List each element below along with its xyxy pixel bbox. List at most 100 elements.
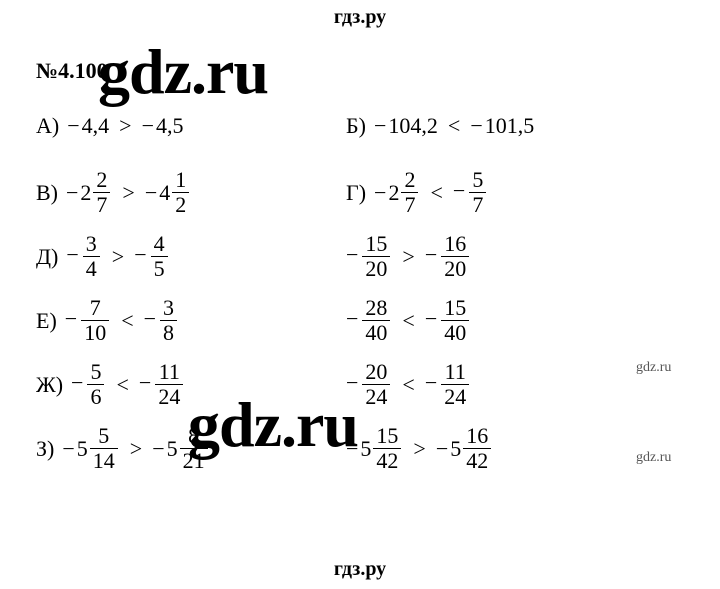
comparison-op: > [122,180,134,206]
lhs: − 5 15 42 [346,425,403,472]
rhs: − 5 16 42 [436,425,493,472]
rhs: − 5 8 21 [152,425,209,472]
content-row: В) − 2 2 7 > − 4 1 2 Г) − 2 2 7 < − 5 7 [36,169,684,216]
fraction-denominator: 20 [441,257,469,280]
fraction-denominator: 10 [81,321,109,344]
fraction-denominator: 42 [463,449,491,472]
minus-sign: − [152,436,164,461]
rhs: −4,5 [142,113,184,139]
fraction: 5 6 [87,361,104,408]
comparison-op: > [130,436,142,462]
minus-sign: − [67,113,79,138]
minus-sign: − [142,113,154,138]
decimal-value: 4,5 [156,113,184,138]
mixed-whole: 2 [388,180,399,206]
mixed-whole: 4 [159,180,170,206]
fraction-numerator: 15 [441,297,469,320]
fraction: 7 10 [81,297,109,344]
minus-sign: − [144,306,156,331]
fraction-denominator: 4 [83,257,100,280]
inequality-cell: − 28 40 < − 15 40 [346,297,684,344]
watermark-large: gdz.ru [98,35,268,109]
fraction-denominator: 40 [362,321,390,344]
fraction-numerator: 3 [83,233,100,256]
fraction-numerator: 28 [362,297,390,320]
fraction: 16 20 [441,233,469,280]
fraction: 5 7 [469,169,486,216]
fraction: 3 8 [160,297,177,344]
decimal-value: 104,2 [388,113,438,138]
comparison-op: < [448,113,460,139]
inequality-cell: З) − 5 5 14 > − 5 8 21 [36,425,346,472]
item-label: Е) [36,308,57,334]
content-row: Д) − 3 4 > − 4 5 − 15 20 > − 16 20 [36,233,684,280]
comparison-op: > [402,244,414,270]
mixed-whole: 5 [167,436,178,462]
minus-sign: − [425,306,437,331]
fraction-numerator: 5 [469,169,486,192]
fraction-numerator: 16 [463,425,491,448]
comparison-op: > [413,436,425,462]
item-label: З) [36,436,54,462]
fraction-denominator: 7 [401,193,418,216]
minus-sign: − [346,306,358,331]
fraction-denominator: 6 [87,385,104,408]
fraction-numerator: 8 [185,425,202,448]
fraction-numerator: 2 [93,169,110,192]
fraction-denominator: 42 [373,449,401,472]
fraction: 5 14 [90,425,118,472]
content-row: Е) − 7 10 < − 3 8 − 28 40 < − 15 40 [36,297,684,344]
rhs: − 3 8 [144,297,179,344]
fraction: 15 42 [373,425,401,472]
fraction: 8 21 [180,425,208,472]
comparison-op: > [112,244,124,270]
fraction: 3 4 [83,233,100,280]
mixed-number: 5 8 21 [167,425,210,472]
lhs: − 2 2 7 [374,169,420,216]
fraction: 2 7 [93,169,110,216]
minus-sign: − [374,180,386,205]
lhs: − 5 5 14 [62,425,119,472]
fraction: 28 40 [362,297,390,344]
inequality-cell: Д) − 3 4 > − 4 5 [36,233,346,280]
lhs: − 28 40 [346,297,392,344]
item-label: В) [36,180,58,206]
minus-sign: − [425,370,437,395]
comparison-op: < [121,308,133,334]
minus-sign: − [134,242,146,267]
minus-sign: − [425,242,437,267]
inequality-cell: − 15 20 > − 16 20 [346,233,684,280]
rhs: − 15 40 [425,297,471,344]
fraction-denominator: 40 [441,321,469,344]
lhs: − 2 2 7 [66,169,112,216]
fraction-denominator: 2 [172,193,189,216]
minus-sign: − [62,436,74,461]
fraction-numerator: 2 [401,169,418,192]
lhs: −4,4 [67,113,109,139]
minus-sign: − [71,370,83,395]
site-header: гдз.ру [0,0,720,29]
fraction-denominator: 21 [180,449,208,472]
fraction-numerator: 11 [156,361,183,384]
minus-sign: − [346,436,358,461]
fraction: 20 24 [362,361,390,408]
fraction: 11 24 [155,361,183,408]
fraction-denominator: 7 [469,193,486,216]
fraction-denominator: 5 [151,257,168,280]
fraction-denominator: 7 [93,193,110,216]
minus-sign: − [374,113,386,138]
inequality-cell: Е) − 7 10 < − 3 8 [36,297,346,344]
inequality-cell: − 5 15 42 > − 5 16 42 [346,425,684,472]
inequality-cell: Г) − 2 2 7 < − 5 7 [346,169,684,216]
rhs: − 16 20 [425,233,471,280]
inequality-cell: А) −4,4 > −4,5 [36,113,346,139]
item-label: Г) [346,180,366,206]
lhs: − 20 24 [346,361,392,408]
fraction-denominator: 8 [160,321,177,344]
inequality-cell: Ж) − 5 6 < − 11 24 [36,361,346,408]
rhs: − 5 7 [453,169,488,216]
site-footer: гдз.ру [0,558,720,581]
content-row: А) −4,4 > −4,5 Б) −104,2 < −101,5 [36,113,684,139]
minus-sign: − [66,180,78,205]
minus-sign: − [145,180,157,205]
